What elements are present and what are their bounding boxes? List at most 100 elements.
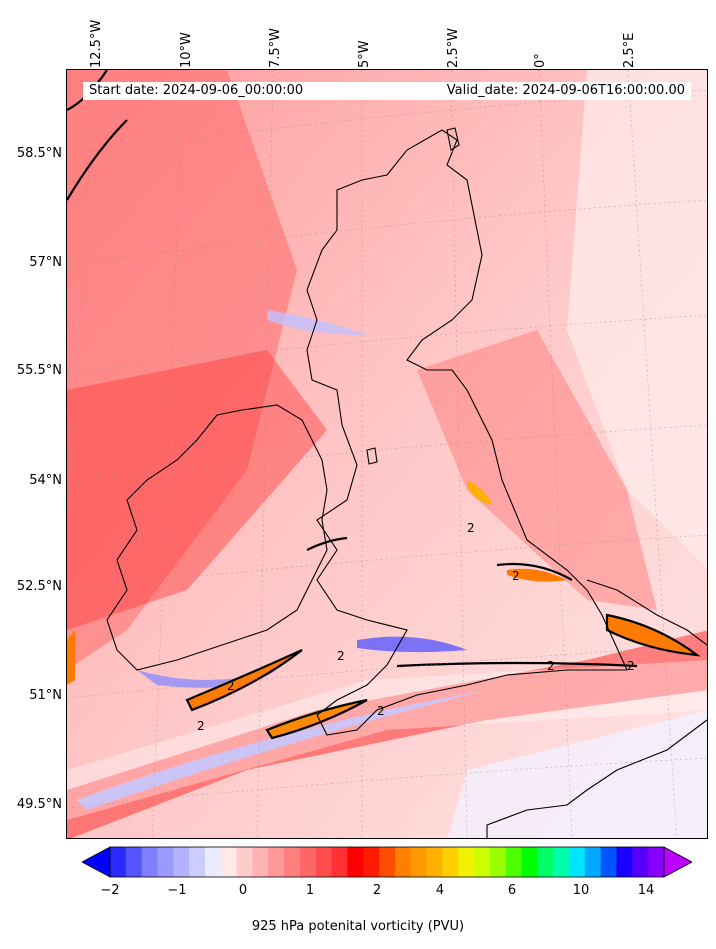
coastline-isle-of-man bbox=[366, 447, 378, 465]
gridline bbox=[538, 70, 573, 838]
pv-contour bbox=[605, 613, 701, 657]
pv-contour bbox=[67, 119, 128, 201]
pv-pale-southeast bbox=[447, 710, 707, 838]
colorbar-tick-label: −1 bbox=[167, 883, 187, 898]
colorbar-label: 925 hPa potenital vorticity (PVU) bbox=[251, 919, 465, 934]
colorbar-tick-label: 4 bbox=[435, 883, 445, 898]
colorbar-cell bbox=[236, 847, 253, 877]
coastline-great-britain bbox=[306, 129, 628, 736]
pv-field-map: 2 2 2 2 2 2 2 2 bbox=[67, 70, 707, 838]
pv-band-northsea bbox=[417, 330, 657, 610]
date-info-box: Start date: 2024-09-06_00:00:00 Valid_da… bbox=[83, 82, 691, 100]
lon-label-10w: 10°W bbox=[179, 32, 194, 68]
colorbar-cell bbox=[189, 847, 206, 877]
colorbar-tick-label: 6 bbox=[507, 883, 517, 898]
colorbar-cell bbox=[505, 847, 523, 877]
colorbar-tick-label: −2 bbox=[100, 883, 120, 898]
gridline bbox=[627, 70, 678, 838]
coastline-france bbox=[486, 719, 707, 838]
gridline bbox=[256, 70, 274, 838]
gridline bbox=[67, 534, 707, 591]
pv-high-patch-2 bbox=[187, 650, 302, 710]
colorbar-cell bbox=[537, 847, 554, 877]
pv-negative-streak-3 bbox=[77, 690, 487, 810]
gridline bbox=[67, 89, 707, 156]
pv-contour bbox=[396, 661, 638, 668]
colorbar-cell bbox=[474, 847, 491, 877]
colorbar-tick-label: 14 bbox=[637, 883, 655, 898]
gridline bbox=[67, 199, 707, 266]
colorbar-tick-label: 10 bbox=[572, 883, 590, 898]
colorbar-cell bbox=[125, 847, 143, 877]
lon-label-5w: 5°W bbox=[357, 40, 372, 68]
coastlines bbox=[106, 127, 707, 838]
colorbar-cell bbox=[616, 847, 633, 877]
colorbar-cell bbox=[521, 847, 538, 877]
contour-label: 2 bbox=[197, 719, 205, 733]
lon-label-0: 0° bbox=[533, 53, 548, 68]
pv-negative-streak-2 bbox=[357, 636, 467, 653]
colorbar-cell bbox=[363, 847, 380, 877]
contour-label: 2 bbox=[467, 521, 475, 535]
lat-label-57n: 57°N bbox=[29, 255, 62, 270]
lat-label-51n: 51°N bbox=[29, 688, 62, 703]
colorbar-cell bbox=[252, 847, 269, 877]
pv-contour bbox=[306, 536, 348, 551]
pv-high-patch-1 bbox=[607, 615, 697, 655]
gridline bbox=[67, 314, 707, 374]
pv-high-patch-5 bbox=[467, 480, 492, 505]
colorbar-cell bbox=[220, 847, 238, 877]
lat-label-58.5n: 58.5°N bbox=[16, 146, 62, 161]
pv-pale-east bbox=[567, 70, 707, 569]
colorbar-cell bbox=[141, 847, 158, 877]
colorbar-cell bbox=[173, 847, 190, 877]
contour-label: 2 bbox=[337, 649, 345, 663]
pv-band-channel bbox=[67, 660, 707, 820]
colorbar-tick-label: 2 bbox=[372, 883, 382, 898]
colorbar-cell bbox=[379, 847, 396, 877]
pv-contour-labels: 2 2 2 2 2 2 2 2 bbox=[197, 521, 635, 733]
pv-negative-streak-4 bbox=[267, 310, 367, 335]
start-date-text: Start date: 2024-09-06_00:00:00 bbox=[89, 83, 304, 98]
colorbar-cell bbox=[204, 847, 222, 877]
pv-contour bbox=[185, 648, 303, 712]
pv-band-south bbox=[67, 630, 707, 838]
colorbar-tick-label: 0 bbox=[238, 883, 248, 898]
colorbar-cell bbox=[315, 847, 333, 877]
colorbar-cell bbox=[299, 847, 317, 877]
contour-label: 2 bbox=[512, 569, 520, 583]
lat-label-52.5n: 52.5°N bbox=[16, 579, 62, 594]
colorbar-cell bbox=[347, 847, 364, 877]
gridline bbox=[151, 70, 185, 838]
coastline-shetland bbox=[446, 127, 460, 151]
colorbar-cell bbox=[110, 847, 127, 877]
gridline bbox=[450, 70, 468, 838]
pv-high-patch-4 bbox=[67, 630, 75, 685]
lon-label-2.5e: 2.5°E bbox=[622, 32, 637, 68]
lat-label-55.5n: 55.5°N bbox=[16, 363, 62, 378]
coastline-netherlands bbox=[586, 579, 707, 646]
colorbar-cell bbox=[157, 847, 174, 877]
colorbar-cell bbox=[600, 847, 618, 877]
lat-label-54n: 54°N bbox=[29, 473, 62, 488]
contour-label: 2 bbox=[227, 679, 235, 693]
colorbar-cells bbox=[110, 847, 665, 877]
pv-high-patch-6 bbox=[507, 568, 567, 582]
contour-label: 2 bbox=[547, 659, 555, 673]
pv-contour bbox=[265, 698, 368, 740]
gridline bbox=[67, 70, 96, 524]
lat-label-49.5n: 49.5°N bbox=[16, 797, 62, 812]
gridline bbox=[67, 424, 707, 483]
colorbar-cell bbox=[442, 847, 459, 877]
colorbar-tick-label: 1 bbox=[305, 883, 315, 898]
pv-high-patch-3 bbox=[267, 700, 367, 738]
colorbar-cell bbox=[569, 847, 586, 877]
lon-label-12.5w: 12.5°W bbox=[89, 19, 104, 68]
contour-label: 2 bbox=[627, 659, 635, 673]
colorbar-cell bbox=[489, 847, 507, 877]
gridline bbox=[67, 644, 707, 699]
colorbar-cell bbox=[553, 847, 570, 877]
colorbar-cell bbox=[331, 847, 348, 877]
colorbar-cell bbox=[268, 847, 285, 877]
colorbar-cell bbox=[458, 847, 475, 877]
